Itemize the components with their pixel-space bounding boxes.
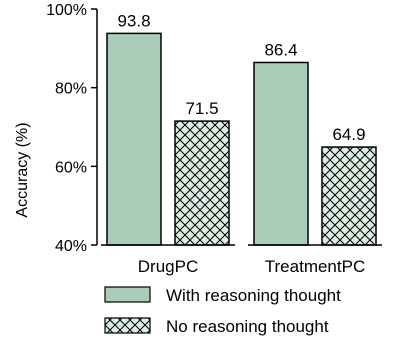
legend-label-with-reasoning: With reasoning thought <box>166 286 341 305</box>
bar <box>174 120 230 246</box>
bars <box>106 32 377 246</box>
data-labels: 93.8 71.5 86.4 64.9 <box>117 11 365 144</box>
y-tick-label: 100% <box>46 2 87 19</box>
bar <box>106 32 162 246</box>
y-axis-title: Accuracy (%) <box>14 122 31 217</box>
bar-value-label: 64.9 <box>332 125 365 144</box>
legend-swatch-no-reasoning <box>104 317 151 334</box>
x-category-label: TreatmentPC <box>265 257 365 276</box>
legend-label-no-reasoning: No reasoning thought <box>166 317 329 336</box>
legend: With reasoning thought No reasoning thou… <box>104 286 341 336</box>
bar-value-label: 86.4 <box>264 40 297 59</box>
y-tick-label: 60% <box>55 159 87 176</box>
legend-swatch-with-reasoning <box>104 286 151 303</box>
bar <box>253 61 309 246</box>
bar-value-label: 71.5 <box>185 99 218 118</box>
y-tick-label: 80% <box>55 81 87 98</box>
y-tick-label: 40% <box>55 238 87 255</box>
bar <box>321 146 377 246</box>
x-axis-categories: DrugPC TreatmentPC <box>101 244 382 276</box>
y-axis: 40% 60% 80% 100% <box>46 2 98 255</box>
x-category-label: DrugPC <box>138 257 198 276</box>
bar-value-label: 93.8 <box>117 11 150 30</box>
